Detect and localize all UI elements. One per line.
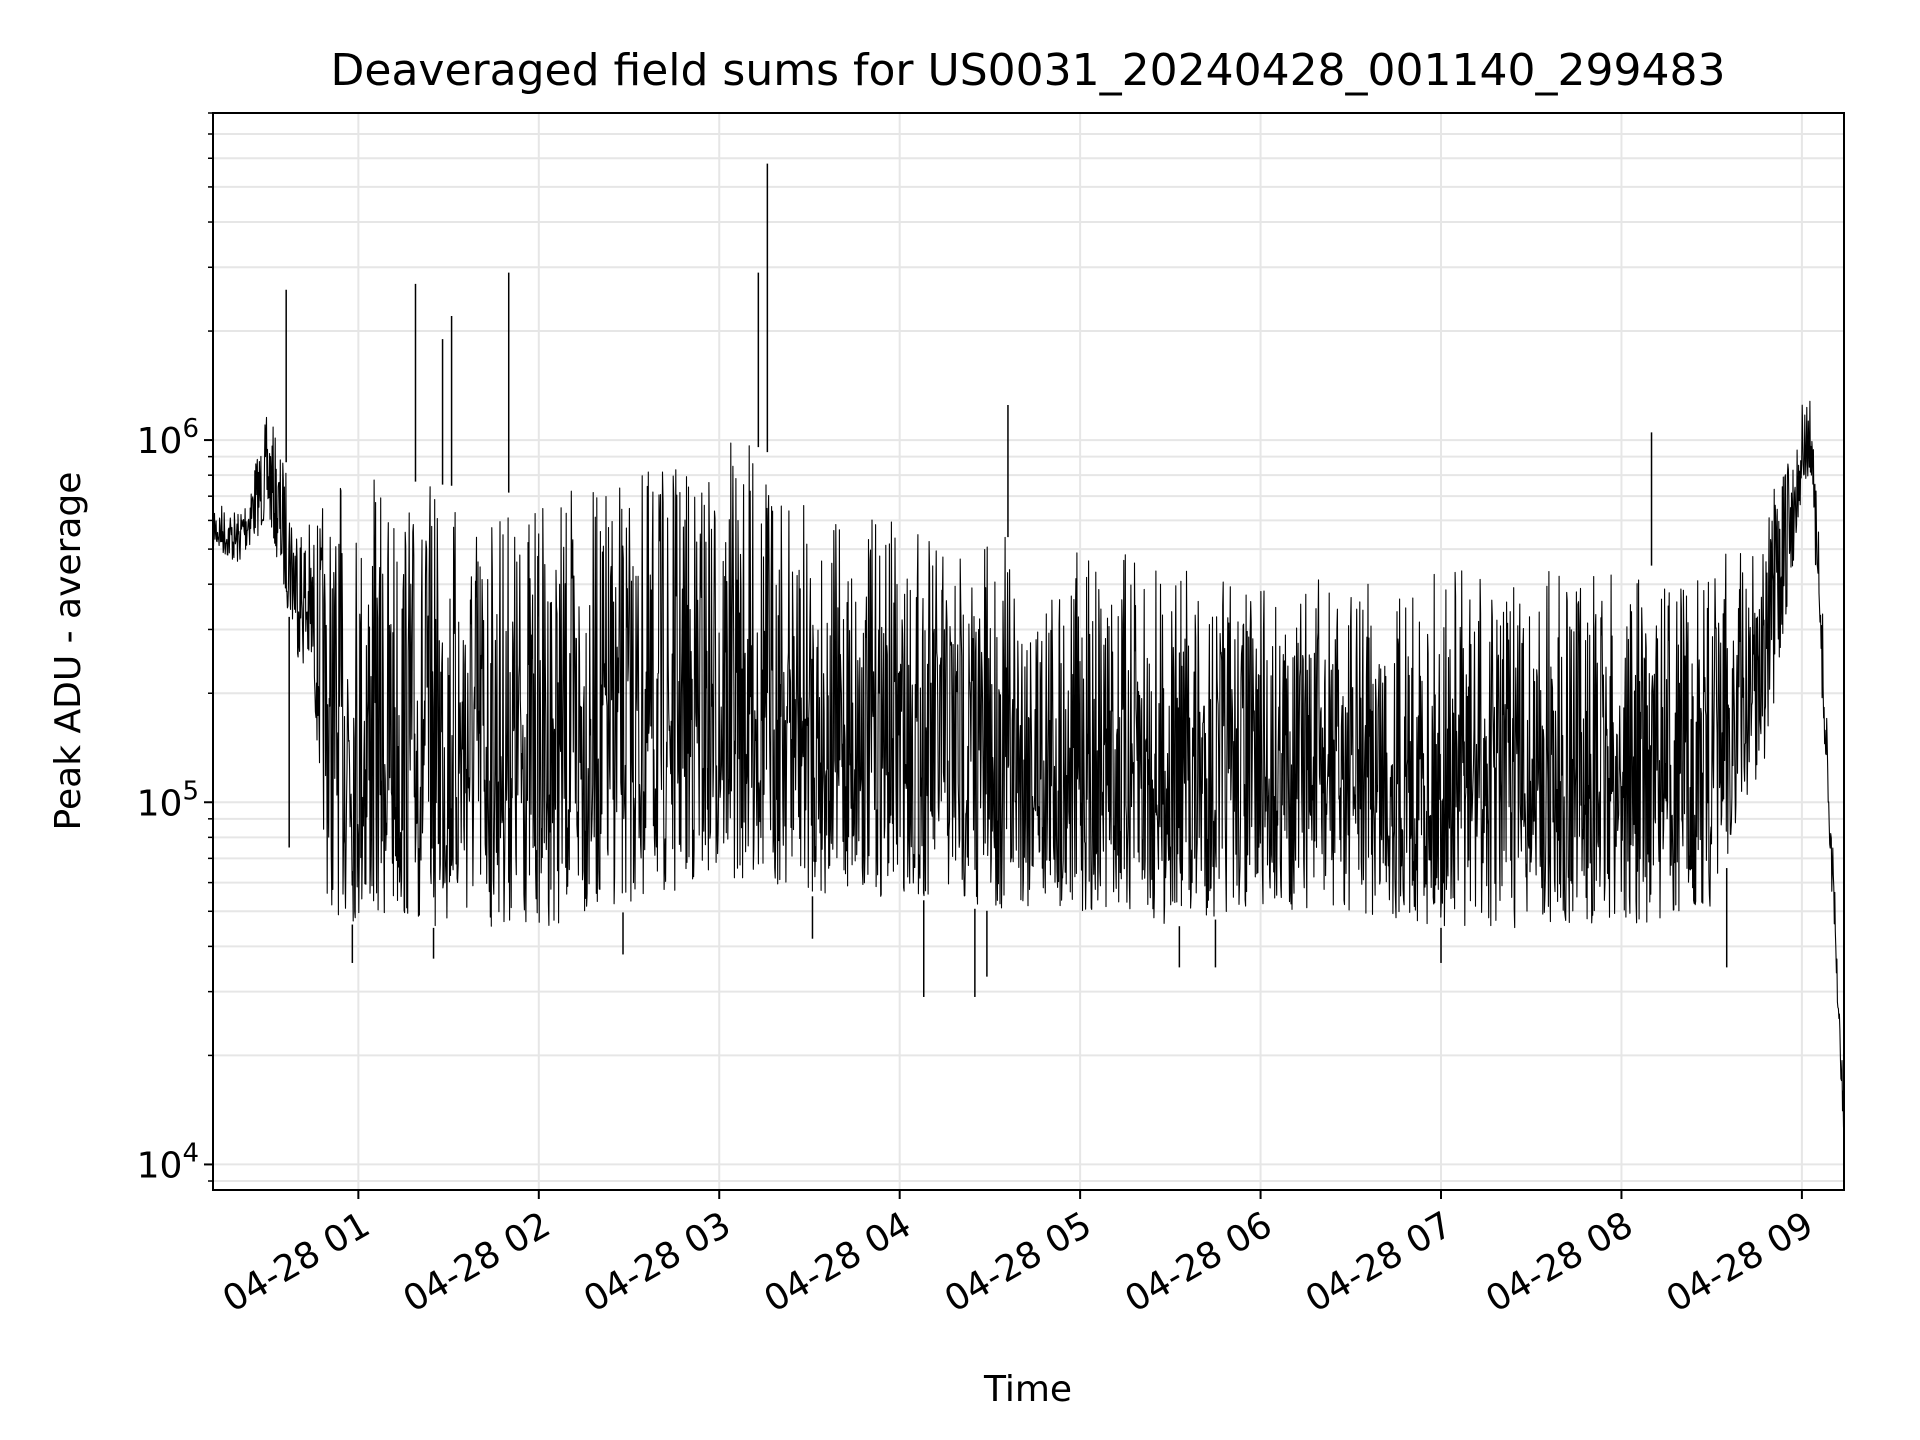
series-line [213,400,1844,1129]
y-tick-label: 105 [137,776,199,824]
y-axis: 104 105 106 [137,112,213,1186]
y-axis-label: Peak ADU - average [48,472,89,831]
y-tick-label: 104 [137,1138,199,1186]
series-group [213,163,1844,1129]
y-tick-label: 106 [137,414,199,462]
chart-title: Deaveraged field sums for US0031_2024042… [331,45,1726,96]
plot-area-frame [212,112,1845,1191]
x-axis-label: Time [983,1369,1072,1410]
